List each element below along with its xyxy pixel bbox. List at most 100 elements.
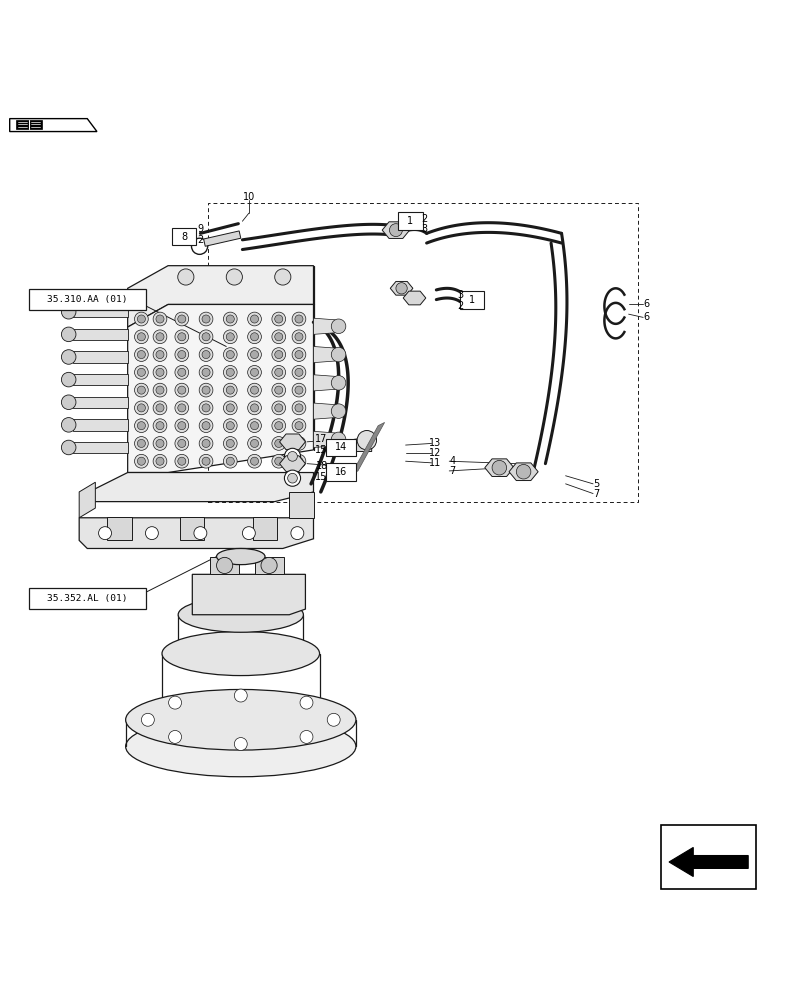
Circle shape: [178, 457, 186, 465]
Circle shape: [61, 418, 76, 432]
Circle shape: [275, 351, 283, 359]
Circle shape: [284, 448, 301, 464]
Circle shape: [202, 368, 210, 376]
Polygon shape: [79, 518, 314, 548]
Circle shape: [134, 454, 148, 468]
Circle shape: [331, 319, 346, 334]
Circle shape: [202, 404, 210, 412]
Circle shape: [291, 527, 304, 540]
Circle shape: [154, 365, 167, 379]
Circle shape: [154, 330, 167, 344]
Circle shape: [271, 419, 286, 433]
Circle shape: [250, 333, 259, 341]
Circle shape: [271, 312, 286, 326]
Polygon shape: [314, 403, 335, 419]
Circle shape: [169, 696, 182, 709]
Bar: [326, 439, 356, 456]
Circle shape: [134, 401, 148, 415]
Circle shape: [134, 348, 148, 361]
Polygon shape: [128, 304, 314, 473]
Circle shape: [248, 348, 262, 361]
Ellipse shape: [178, 597, 304, 632]
Circle shape: [396, 283, 407, 294]
Circle shape: [271, 454, 286, 468]
Bar: [398, 212, 423, 230]
Polygon shape: [73, 374, 128, 385]
Circle shape: [292, 383, 305, 397]
Text: 7: 7: [593, 489, 600, 499]
Text: 1: 1: [407, 216, 414, 226]
Circle shape: [194, 527, 207, 540]
Circle shape: [271, 401, 286, 415]
Circle shape: [284, 470, 301, 486]
Polygon shape: [253, 517, 277, 540]
Circle shape: [226, 422, 234, 430]
Circle shape: [223, 437, 238, 450]
Circle shape: [295, 351, 303, 359]
Polygon shape: [280, 434, 305, 450]
Circle shape: [327, 713, 340, 726]
Circle shape: [134, 312, 148, 326]
Circle shape: [178, 351, 186, 359]
Polygon shape: [351, 422, 385, 474]
Text: 6: 6: [643, 299, 650, 309]
Bar: [29, 588, 145, 609]
Circle shape: [154, 454, 167, 468]
Circle shape: [156, 315, 164, 323]
Polygon shape: [107, 517, 132, 540]
Circle shape: [248, 454, 262, 468]
Circle shape: [137, 315, 145, 323]
Circle shape: [248, 312, 262, 326]
Circle shape: [199, 348, 213, 361]
Circle shape: [250, 422, 259, 430]
Circle shape: [275, 422, 283, 430]
Circle shape: [61, 395, 76, 410]
Circle shape: [169, 730, 182, 743]
Circle shape: [175, 330, 189, 344]
Circle shape: [156, 351, 164, 359]
Circle shape: [275, 333, 283, 341]
Circle shape: [223, 365, 238, 379]
Circle shape: [61, 372, 76, 387]
Circle shape: [250, 457, 259, 465]
Circle shape: [199, 419, 213, 433]
Circle shape: [141, 713, 154, 726]
Circle shape: [292, 454, 305, 468]
Circle shape: [145, 527, 158, 540]
Circle shape: [223, 419, 238, 433]
Circle shape: [492, 460, 507, 475]
Circle shape: [61, 327, 76, 342]
Circle shape: [61, 440, 76, 455]
Circle shape: [175, 419, 189, 433]
Circle shape: [295, 386, 303, 394]
Bar: [661, 825, 756, 889]
Bar: [460, 291, 484, 309]
Text: 17: 17: [315, 434, 328, 444]
Circle shape: [271, 365, 286, 379]
Circle shape: [275, 457, 283, 465]
Circle shape: [137, 386, 145, 394]
Text: 35.310.AA (01): 35.310.AA (01): [47, 295, 128, 304]
Circle shape: [134, 383, 148, 397]
Circle shape: [226, 386, 234, 394]
Text: 6: 6: [643, 312, 650, 322]
Polygon shape: [73, 442, 128, 453]
Circle shape: [226, 439, 234, 447]
Circle shape: [134, 437, 148, 450]
Circle shape: [202, 315, 210, 323]
Text: 1: 1: [469, 295, 475, 305]
Circle shape: [223, 312, 238, 326]
Circle shape: [202, 439, 210, 447]
Circle shape: [223, 330, 238, 344]
Circle shape: [300, 696, 313, 709]
Circle shape: [199, 383, 213, 397]
Text: 9: 9: [197, 224, 204, 234]
Circle shape: [175, 437, 189, 450]
Ellipse shape: [162, 631, 319, 676]
Polygon shape: [314, 346, 335, 363]
Circle shape: [250, 404, 259, 412]
Circle shape: [295, 422, 303, 430]
Circle shape: [137, 422, 145, 430]
Circle shape: [137, 457, 145, 465]
Circle shape: [99, 527, 112, 540]
